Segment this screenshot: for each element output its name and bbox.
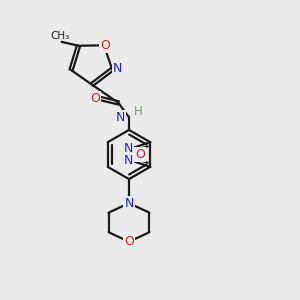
Text: CH₃: CH₃ xyxy=(50,31,70,40)
Text: O: O xyxy=(90,92,100,105)
Text: N: N xyxy=(124,154,133,167)
Text: O: O xyxy=(100,39,110,52)
Text: N: N xyxy=(124,142,133,154)
Text: O: O xyxy=(124,235,134,248)
Text: O: O xyxy=(135,148,145,161)
Text: N: N xyxy=(116,111,125,124)
Text: N: N xyxy=(113,62,122,75)
Text: H: H xyxy=(134,105,142,119)
Text: N: N xyxy=(124,196,134,210)
